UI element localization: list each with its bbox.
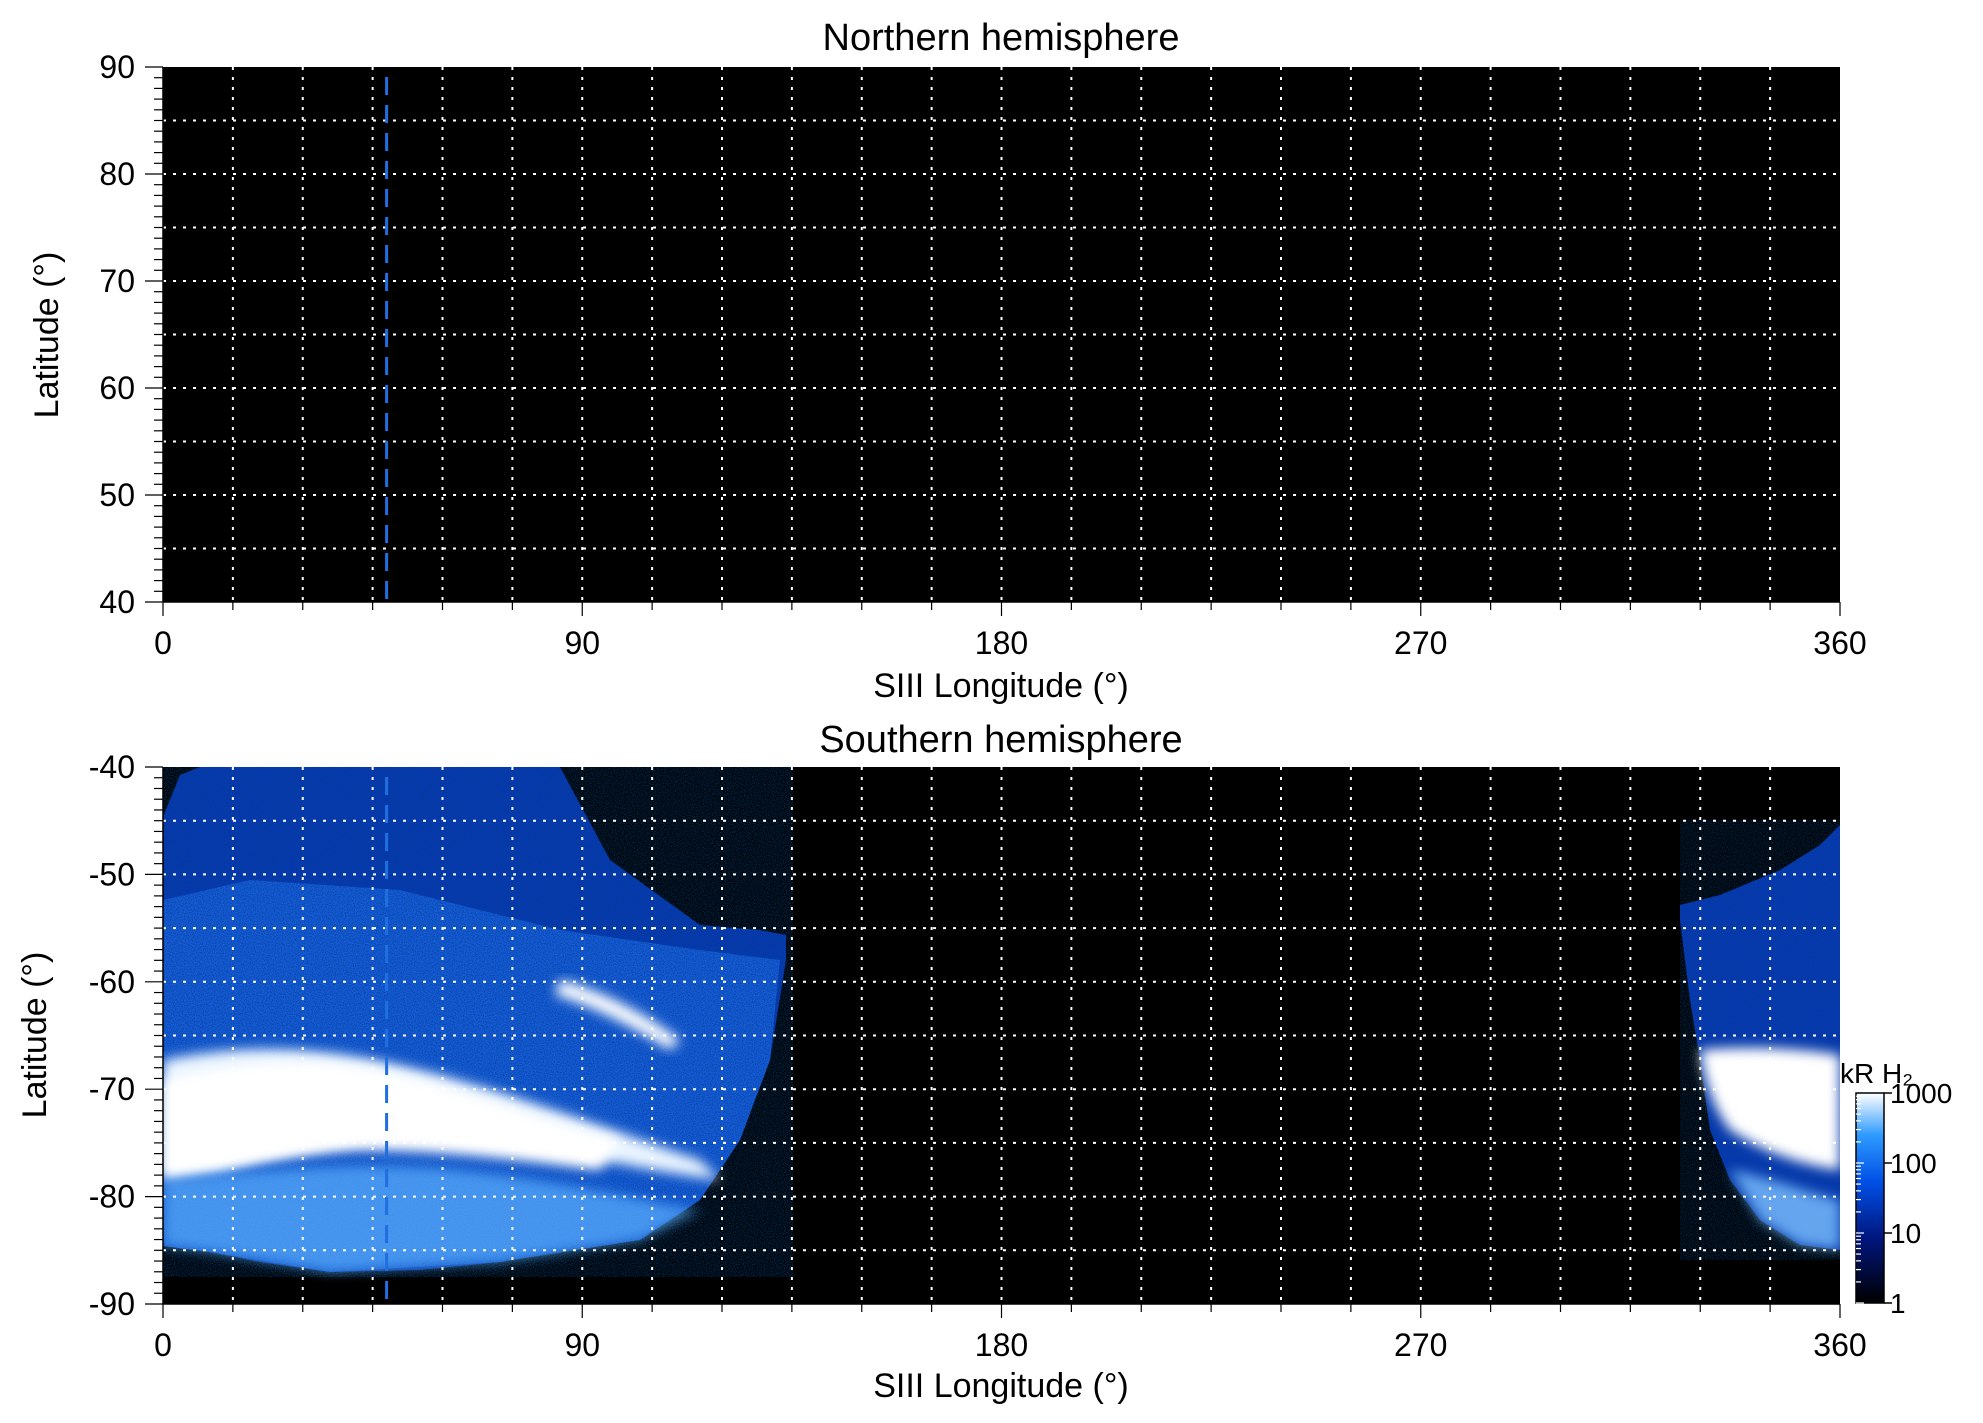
y-tick-label: -60 <box>89 964 135 1000</box>
south-x-label: SIII Longitude (°) <box>873 1367 1129 1405</box>
colorbar: kR H₂ 1 10 100 1000 <box>1840 1058 1952 1319</box>
north-x-label: SIII Longitude (°) <box>873 667 1129 705</box>
colorbar-ramp <box>1855 1092 1885 1304</box>
north-plot-area <box>163 67 1840 602</box>
x-tick-label: 270 <box>1394 625 1447 661</box>
colorbar-ticks: 1 10 100 1000 <box>1856 1078 1952 1319</box>
y-tick-label: -40 <box>89 749 135 785</box>
x-tick-label: 180 <box>975 1327 1028 1363</box>
north-x-axis: 0 90 180 270 360 <box>154 601 1867 661</box>
x-tick-label: 270 <box>1394 1327 1447 1363</box>
y-tick-label: -80 <box>89 1179 135 1215</box>
x-tick-label: 90 <box>564 1327 600 1363</box>
x-tick-label: 180 <box>975 625 1028 661</box>
x-tick-label: 0 <box>154 625 172 661</box>
south-title: Southern hemisphere <box>819 719 1182 761</box>
north-title: Northern hemisphere <box>823 17 1180 59</box>
y-tick-label: 60 <box>99 370 135 406</box>
south-y-axis: -90 -80 -70 -60 -50 -40 <box>89 749 164 1322</box>
south-panel: Southern hemisphere -90 -80 -70 -60 -50 -40 0… <box>16 719 1952 1405</box>
y-tick-label: -70 <box>89 1071 135 1107</box>
colorbar-label: kR H₂ <box>1840 1058 1913 1089</box>
x-tick-label: 0 <box>154 1327 172 1363</box>
y-tick-label: -50 <box>89 856 135 892</box>
north-y-label: Latitude (°) <box>28 252 66 419</box>
y-tick-label: 80 <box>99 156 135 192</box>
x-tick-label: 360 <box>1813 1327 1866 1363</box>
y-tick-label: 90 <box>99 49 135 85</box>
y-tick-label: 70 <box>99 263 135 299</box>
x-tick-label: 90 <box>564 625 600 661</box>
y-tick-label: -90 <box>89 1286 135 1322</box>
south-x-axis: 0 90 180 270 360 <box>154 1303 1867 1363</box>
south-y-label: Latitude (°) <box>16 952 54 1119</box>
x-tick-label: 360 <box>1813 625 1866 661</box>
colorbar-tick-label: 1000 <box>1890 1078 1952 1109</box>
colorbar-tick-label: 10 <box>1890 1218 1921 1249</box>
south-emission <box>163 767 1840 1277</box>
north-panel: Northern hemisphere 40 50 60 70 80 90 0 90 180 2… <box>28 17 1867 705</box>
colorbar-tick-label: 100 <box>1890 1148 1937 1179</box>
north-y-axis: 40 50 60 70 80 90 <box>99 49 164 620</box>
colorbar-tick-label: 1 <box>1890 1288 1906 1319</box>
y-tick-label: 50 <box>99 477 135 513</box>
y-tick-label: 40 <box>99 584 135 620</box>
